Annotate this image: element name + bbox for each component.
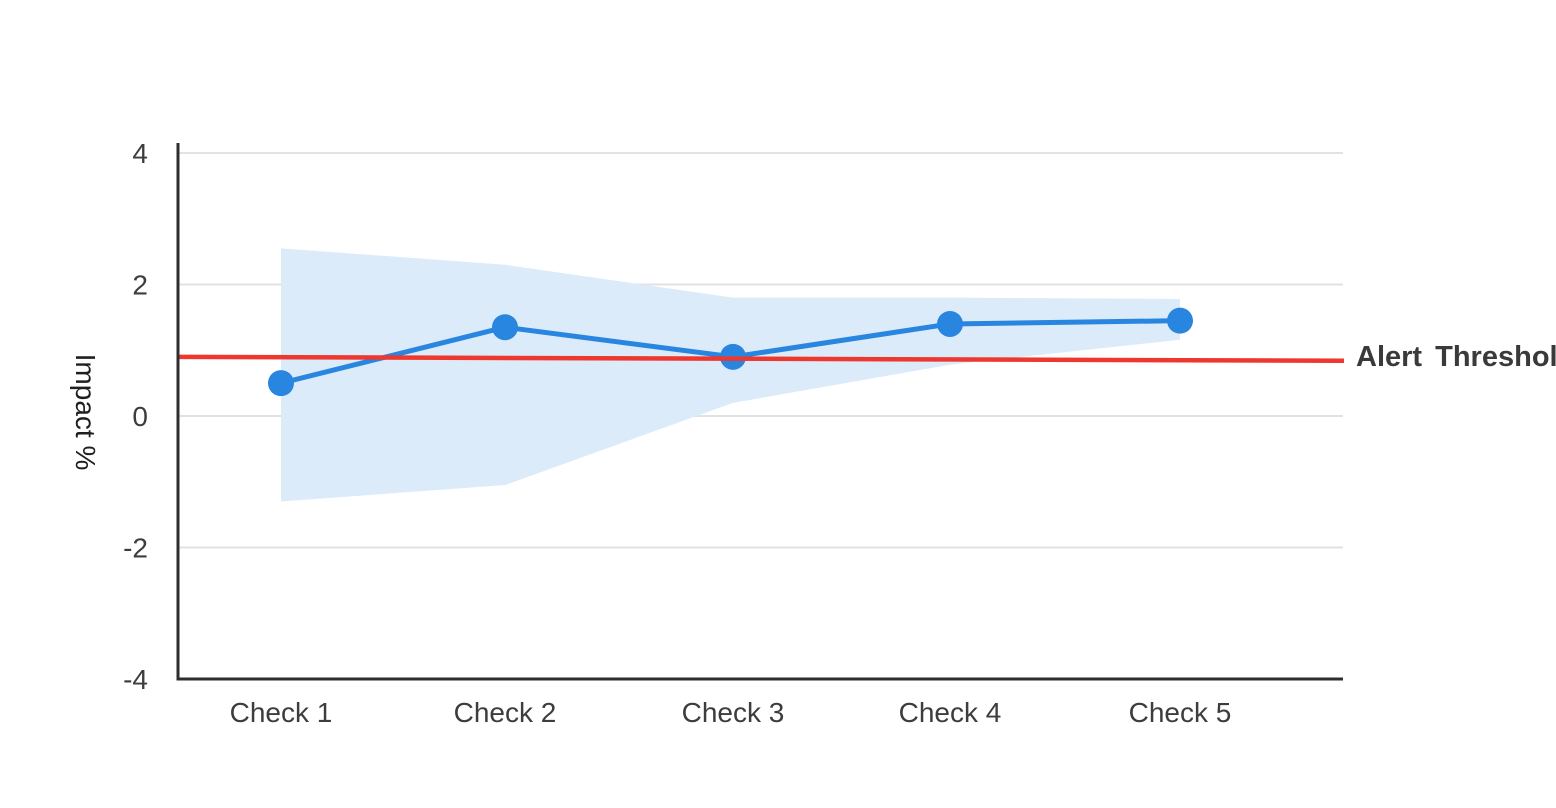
x-category-label: Check 4 [899, 697, 1002, 728]
axes-group [176, 143, 1343, 681]
y-tick-label: -2 [123, 533, 148, 564]
threshold-line [177, 354, 1345, 364]
x-category-label: Check 1 [230, 697, 333, 728]
y-tick-label: 0 [132, 401, 148, 432]
confidence-band-group [281, 248, 1180, 502]
x-category-label: Check 2 [454, 697, 557, 728]
y-tick-label: 4 [132, 138, 148, 169]
x-category-label: Check 3 [682, 697, 785, 728]
threshold-line-group [177, 354, 1345, 364]
data-point-marker [492, 314, 518, 341]
confidence-band [281, 248, 1180, 502]
data-point-marker [1167, 307, 1193, 334]
tick-labels-group: 4 2 0 -2 -4 Check 1 Check 2 Check 3 Check 4 Check… [123, 138, 1231, 728]
data-point-marker [937, 310, 963, 337]
y-axis-title: Impact % [70, 354, 101, 471]
x-category-label: Check 5 [1129, 697, 1232, 728]
data-point-marker [268, 370, 294, 397]
y-tick-label: 2 [132, 270, 148, 301]
y-tick-label: -4 [123, 664, 148, 695]
threshold-label: Alert Threshold [1356, 341, 1556, 373]
